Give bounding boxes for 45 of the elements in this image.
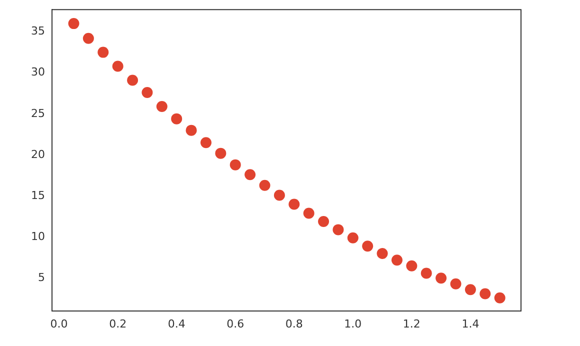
point	[362, 240, 374, 252]
point	[288, 198, 300, 210]
y-tick-label: 25	[31, 106, 45, 120]
y-tick-label: 15	[31, 188, 45, 202]
point	[376, 248, 388, 260]
x-tick-label: 0.0	[50, 317, 68, 330]
point	[200, 137, 212, 148]
point	[82, 32, 94, 44]
point	[420, 268, 432, 279]
point	[480, 288, 491, 300]
point	[112, 60, 124, 72]
point	[436, 272, 447, 284]
y-tick-label: 10	[31, 230, 45, 243]
point	[142, 87, 153, 98]
point	[215, 148, 226, 159]
x-tick-label: 0.6	[226, 317, 244, 330]
y-tick-label: 5	[38, 271, 45, 284]
x-tick-label: 1.2	[402, 317, 420, 330]
x-tick-label: 0.2	[109, 317, 127, 330]
point	[391, 254, 402, 266]
point	[450, 278, 462, 290]
point	[68, 18, 80, 30]
point	[318, 216, 330, 227]
y-tick-label: 30	[31, 66, 45, 79]
point	[186, 124, 197, 136]
y-tick-label: 20	[31, 148, 45, 161]
point	[127, 74, 138, 86]
point	[464, 284, 476, 296]
y-tick-label: 35	[31, 24, 45, 38]
x-tick-label: 1.0	[344, 317, 362, 330]
x-tick-label: 1.4	[462, 317, 480, 330]
point	[171, 113, 182, 124]
point	[274, 190, 285, 201]
point	[259, 180, 270, 191]
point	[98, 46, 109, 58]
point	[494, 292, 506, 304]
point	[303, 208, 314, 219]
point	[244, 169, 256, 180]
point	[156, 101, 168, 112]
point	[230, 159, 241, 170]
x-tick-label: 0.8	[285, 317, 303, 330]
point	[406, 260, 418, 272]
x-tick-label: 0.4	[168, 317, 186, 330]
point	[332, 224, 344, 236]
point	[347, 232, 358, 244]
